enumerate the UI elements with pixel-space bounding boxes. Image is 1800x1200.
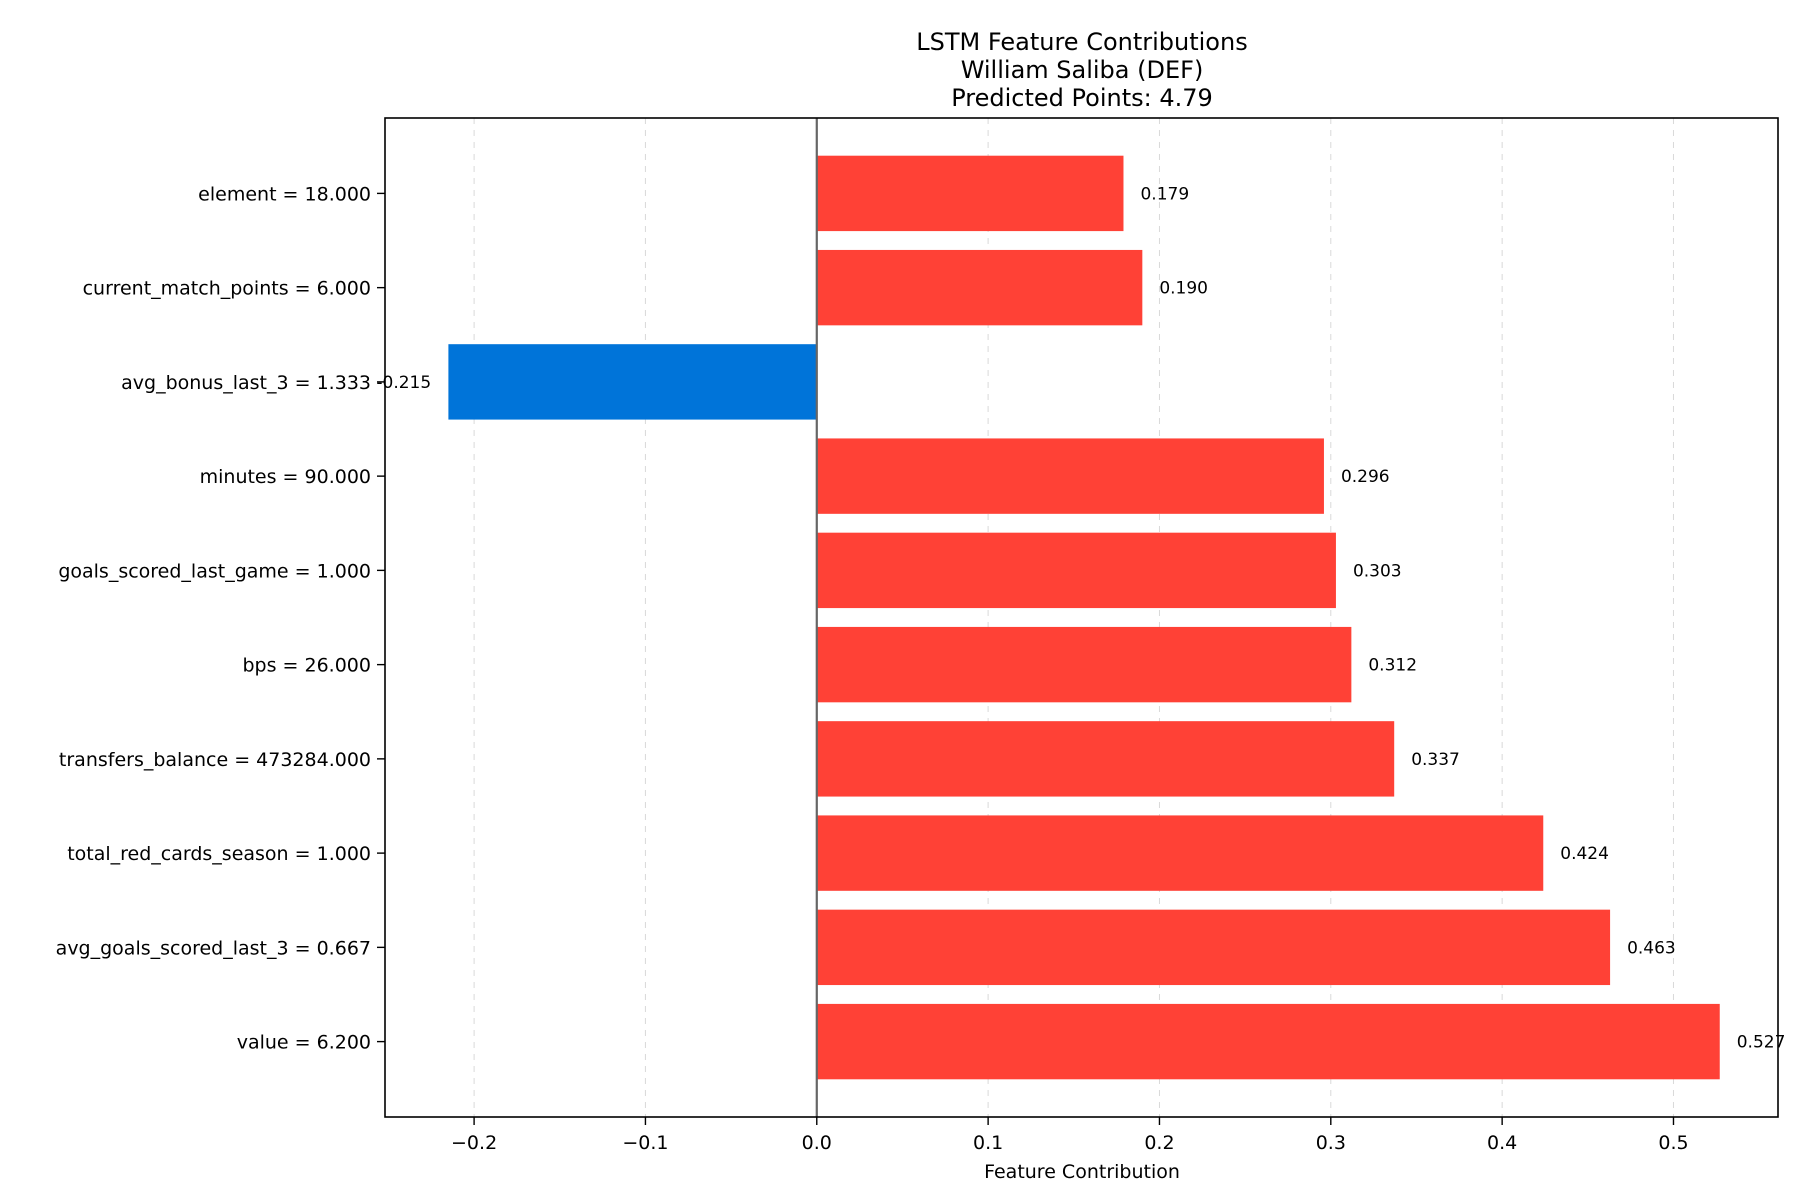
data-label: 0.303 [1353, 561, 1402, 581]
plot-frame [384, 117, 1779, 1118]
x-axis-ticks: −0.2 −0.1 0.0 0.1 0.2 0.3 0.4 0.5 [451, 1117, 1689, 1154]
x-tick-label: 0.2 [1144, 1132, 1174, 1154]
data-label: 0.179 [1140, 184, 1189, 204]
x-tick-label: −0.1 [622, 1132, 668, 1154]
data-label: 0.190 [1159, 279, 1208, 299]
x-tick-label: 0.4 [1487, 1132, 1517, 1154]
bar [816, 249, 1143, 326]
bar [816, 626, 1352, 703]
y-tick-label: element = 18.000 [198, 183, 371, 205]
data-label: 0.463 [1627, 938, 1676, 958]
x-tick-label: 0.1 [973, 1132, 1003, 1154]
y-tick-label: avg_goals_scored_last_3 = 0.667 [56, 937, 371, 959]
bars [448, 155, 1720, 1080]
y-tick-label: total_red_cards_season = 1.000 [67, 843, 371, 865]
y-tick-label: avg_bonus_last_3 = 1.333 [121, 372, 371, 394]
data-labels: 0.179 0.190 -0.215 0.296 0.303 0.312 0.337 0.42… [376, 184, 1785, 1052]
data-label: 0.296 [1341, 467, 1390, 487]
y-tick-label: value = 6.200 [237, 1032, 371, 1054]
x-tick-label: 0.3 [1316, 1132, 1346, 1154]
y-tick-label: current_match_points = 6.000 [83, 278, 371, 300]
chart-title-line-2: William Saliba (DEF) [961, 56, 1204, 84]
chart-title-line-3: Predicted Points: 4.79 [951, 84, 1213, 112]
x-tick-label: 0.0 [802, 1132, 832, 1154]
x-tick-label: −0.2 [451, 1132, 497, 1154]
data-label: 0.527 [1737, 1033, 1786, 1053]
y-axis-ticks: element = 18.000 current_match_points = 6… [56, 183, 385, 1054]
bar [816, 438, 1324, 514]
bar [816, 909, 1611, 986]
x-tick-label: 0.5 [1658, 1132, 1688, 1154]
data-label: 0.424 [1560, 844, 1609, 864]
bar [816, 1003, 1720, 1080]
y-tick-label: goals_scored_last_game = 1.000 [58, 560, 371, 582]
data-label: 0.337 [1411, 750, 1460, 770]
chart-title-line-1: LSTM Feature Contributions [916, 28, 1247, 56]
y-tick-label: transfers_balance = 473284.000 [59, 749, 371, 771]
bar [816, 721, 1395, 797]
bar [448, 344, 817, 420]
y-tick-label: minutes = 90.000 [200, 466, 371, 488]
y-tick-label: bps = 26.000 [242, 655, 371, 677]
bar [816, 815, 1544, 891]
bar [816, 155, 1124, 232]
bar [816, 532, 1336, 609]
x-axis-label: Feature Contribution [984, 1161, 1180, 1183]
data-label: 0.312 [1368, 656, 1417, 676]
data-label: -0.215 [376, 373, 431, 393]
